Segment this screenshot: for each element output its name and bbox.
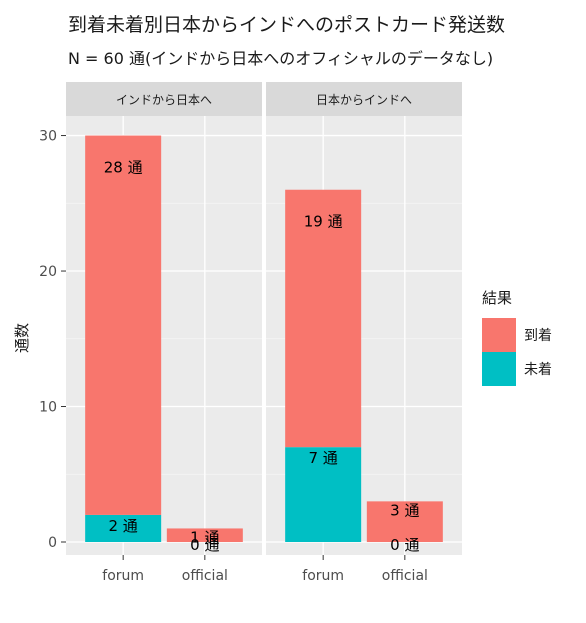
y-tick-label: 30 [39, 129, 57, 145]
legend-item-arrived: 到着 [482, 318, 552, 352]
chart-subtitle: N = 60 通(インドから日本へのオフィシャルのデータなし) [68, 49, 494, 68]
data-label-arrived: 19 通 [304, 213, 343, 231]
bar-arrived [285, 189, 362, 448]
facet-strip [66, 82, 262, 116]
legend-title: 結果 [482, 289, 513, 307]
legend-label-arrived: 到着 [524, 328, 552, 344]
bar-arrived [366, 501, 443, 542]
legend-label-not-arrived: 未着 [524, 362, 552, 378]
data-label-not-arrived: 2 通 [109, 517, 138, 535]
legend-key-not-arrived [482, 352, 516, 386]
chart-title: 到着未着別日本からインドへのポストカード発送数 [68, 14, 506, 36]
y-tick-label: 0 [48, 535, 57, 551]
bar-arrived [166, 528, 243, 542]
facet-label: インドから日本へ [116, 93, 212, 107]
legend-key-arrived [482, 318, 516, 352]
data-label-not-arrived: 0 通 [190, 536, 219, 554]
facet-label: 日本からインドへ [316, 93, 412, 107]
legend-item-not-arrived: 未着 [482, 352, 552, 386]
bar-arrived [85, 135, 162, 515]
x-tick-label: official [182, 568, 228, 584]
x-tick-label: official [382, 568, 428, 584]
data-label-not-arrived: 0 通 [390, 536, 419, 554]
data-label-arrived: 28 通 [104, 159, 143, 177]
data-label-arrived: 1 通 [190, 528, 219, 546]
data-label-arrived: 3 通 [390, 501, 419, 519]
data-label-not-arrived: 7 通 [309, 449, 338, 467]
y-tick-label: 20 [39, 264, 57, 280]
bar-not-arrived [85, 514, 162, 542]
bar-not-arrived [285, 447, 362, 542]
legend: 結果 到着 未着 [482, 287, 552, 386]
x-tick-label: forum [302, 568, 344, 584]
facet-strip [266, 82, 462, 116]
y-axis-title: 通数 [13, 323, 31, 354]
y-tick-label: 10 [39, 400, 57, 416]
x-tick-label: forum [102, 568, 144, 584]
